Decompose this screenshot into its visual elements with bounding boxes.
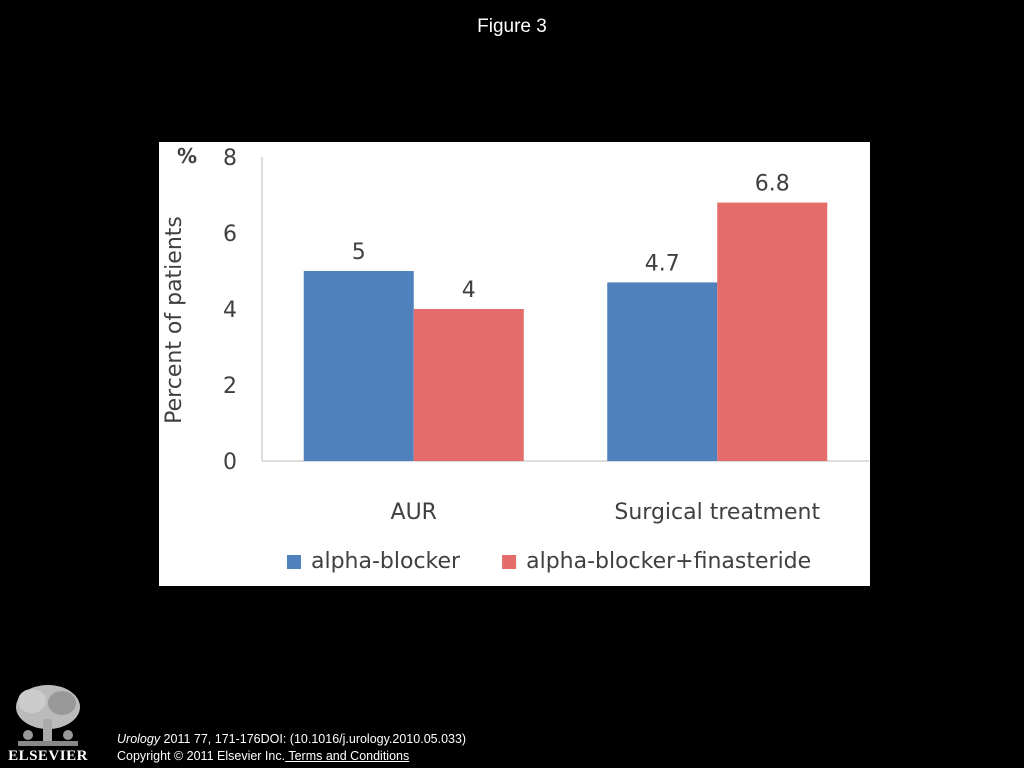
legend-label: alpha-blocker <box>311 549 461 574</box>
data-label: 4.7 <box>645 251 680 276</box>
data-label: 6.8 <box>755 172 790 197</box>
legend-swatch <box>287 555 301 569</box>
elsevier-tree-logo-icon <box>10 681 86 765</box>
figure-title: Figure 3 <box>477 16 547 37</box>
bar <box>413 309 524 461</box>
x-category-label: Surgical treatment <box>614 500 820 525</box>
chart-panel: 0 2 4 6 8% Percent of patients 5 4 AUR 4.7 6.8 Surg… <box>159 142 870 586</box>
legend-swatch <box>502 555 517 569</box>
y-unit-label: % <box>177 144 197 168</box>
journal-name: Urology <box>117 732 161 746</box>
terms-and-conditions-link[interactable]: Terms and Conditions <box>285 749 410 763</box>
y-tick-label: 8 <box>223 146 237 171</box>
y-tick-label: 0 <box>223 450 237 475</box>
copyright-line: Copyright © 2011 Elsevier Inc. Terms and… <box>117 748 466 765</box>
citation-text: 2011 77, 171-176DOI: (10.1016/j.urology.… <box>160 732 467 746</box>
y-tick-label: 2 <box>223 374 237 399</box>
bar-chart: 0 2 4 6 8% Percent of patients 5 4 AUR 4.7 6.8 Surg… <box>162 144 869 574</box>
y-tick-label: 4 <box>223 298 237 323</box>
footer: Urology 2011 77, 171-176DOI: (10.1016/j.… <box>117 731 466 765</box>
citation-line: Urology 2011 77, 171-176DOI: (10.1016/j.… <box>117 731 466 748</box>
y-tick-label: 6 <box>223 222 237 247</box>
y-axis-title: Percent of patients <box>162 216 187 424</box>
x-category-label: AUR <box>391 500 437 525</box>
copyright-text: Copyright © 2011 Elsevier Inc. <box>117 749 286 763</box>
bar <box>717 202 828 461</box>
bar <box>303 271 414 461</box>
elsevier-logo-text: ELSEVIER <box>8 748 88 764</box>
legend-label: alpha-blocker+finasteride <box>526 549 811 574</box>
data-label: 4 <box>462 278 476 303</box>
data-label: 5 <box>352 240 366 265</box>
bar <box>607 282 718 461</box>
